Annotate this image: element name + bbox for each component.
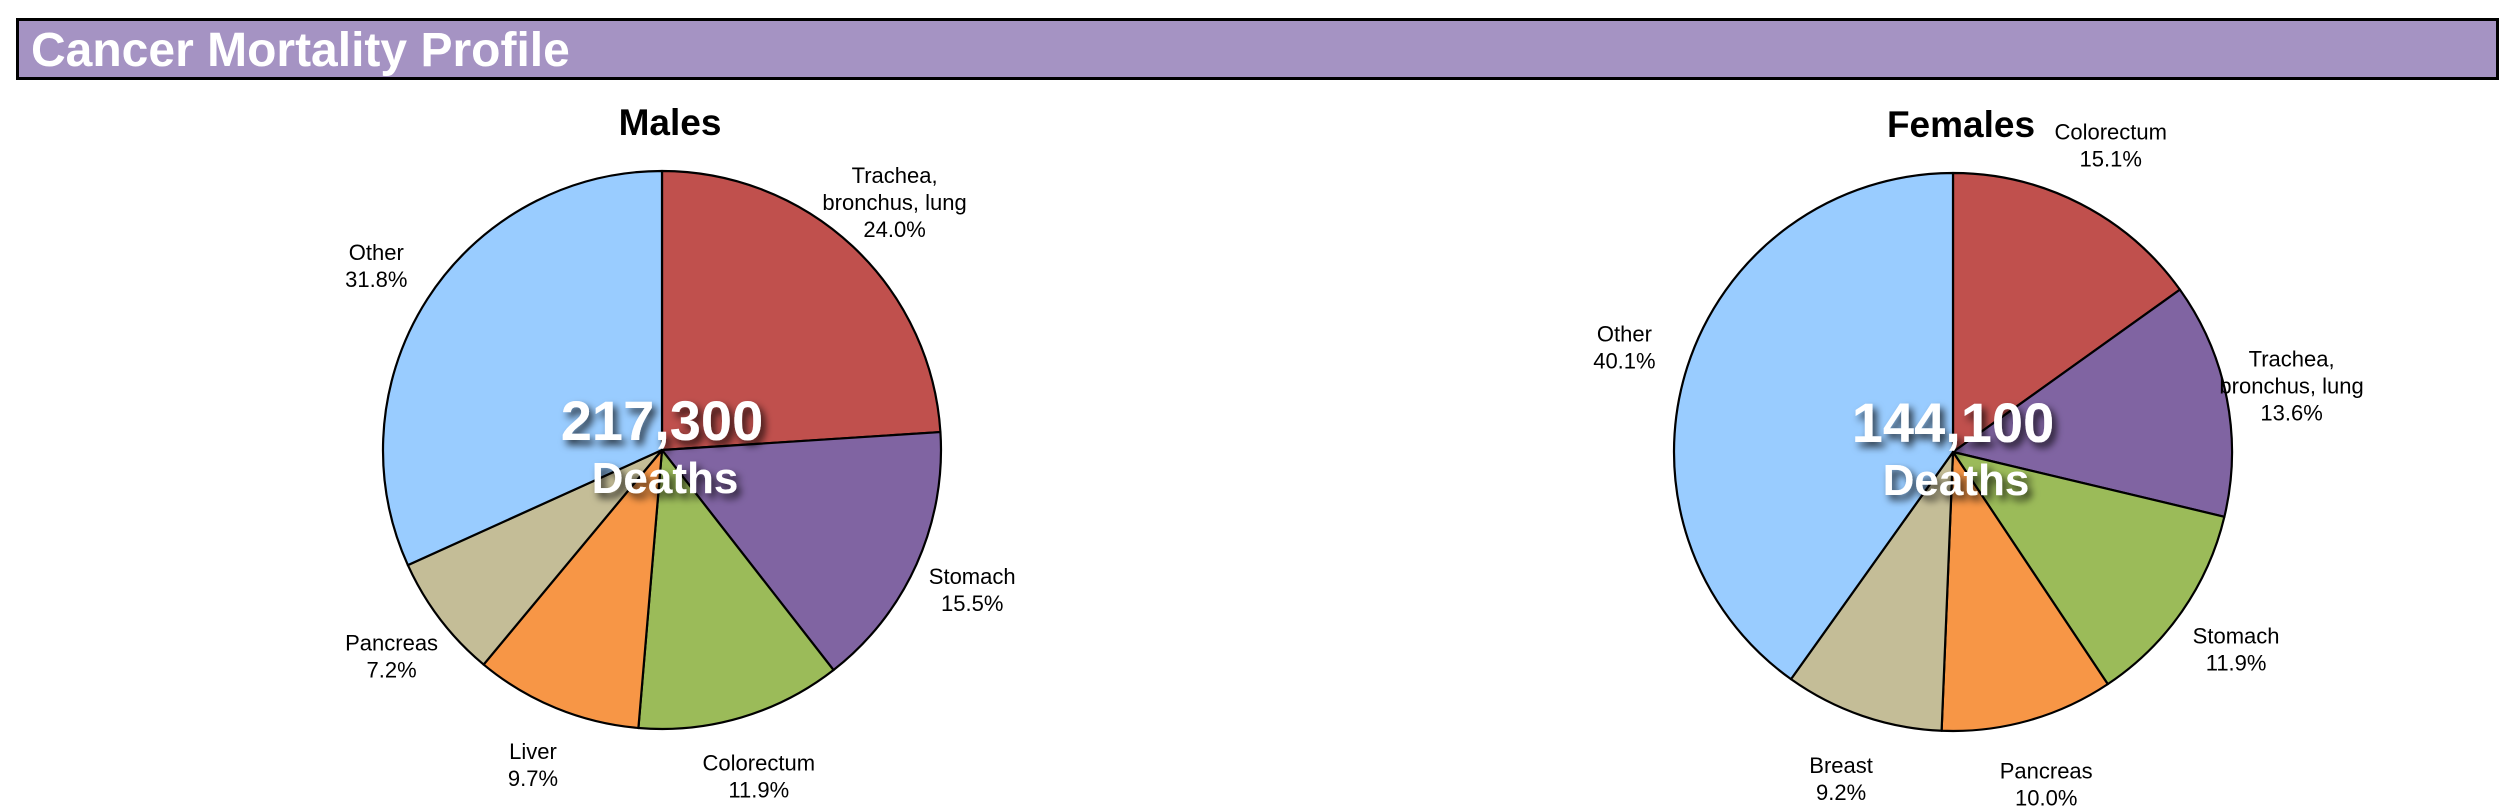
- slice-percent: 40.1%: [1593, 348, 1655, 373]
- slice-name: bronchus, lung: [822, 190, 966, 215]
- page-title: Cancer Mortality Profile: [31, 24, 570, 77]
- slice-name: Stomach: [2193, 624, 2280, 649]
- chart-title: Males: [619, 102, 722, 143]
- pie-slice-liver: [482, 448, 664, 730]
- pie-slice-trachea-bronchus-lung: [660, 169, 942, 452]
- slice-percent: 15.5%: [941, 591, 1003, 616]
- chart-title: Females: [1887, 104, 2035, 145]
- slice-name: Other: [1597, 321, 1652, 346]
- slice-name: Colorectum: [2054, 120, 2166, 145]
- pie-slice-breast: [1789, 450, 1955, 732]
- slice-percent: 7.2%: [367, 658, 417, 683]
- total-deaths-value: 144,100: [1852, 391, 2054, 454]
- slice-name: Pancreas: [2000, 759, 2093, 784]
- pie-slice-colorectum: [637, 448, 835, 731]
- slice-name: bronchus, lung: [2219, 374, 2363, 399]
- header-banner: Cancer Mortality Profile: [16, 18, 2499, 80]
- slice-percent: 10.0%: [2015, 786, 2077, 811]
- slice-percent: 13.6%: [2260, 401, 2322, 426]
- slice-percent: 9.7%: [508, 766, 558, 791]
- pie-slice-colorectum: [1951, 171, 2181, 454]
- pie-slice-trachea-bronchus-lung: [1951, 288, 2234, 518]
- slice-name: Colorectum: [703, 750, 815, 775]
- total-deaths-value: 217,300: [561, 389, 763, 452]
- pie-slice-other: [1672, 171, 1955, 681]
- slice-name: Breast: [1809, 753, 1873, 778]
- slice-percent: 11.9%: [2206, 651, 2267, 676]
- pie-slice-pancreas: [406, 448, 664, 666]
- total-deaths-label: Deaths: [1883, 456, 2030, 505]
- slice-percent: 24.0%: [863, 217, 925, 242]
- slice-name: Trachea,: [852, 163, 938, 188]
- pie-slice-stomach: [1951, 450, 2226, 686]
- slice-name: Stomach: [929, 564, 1016, 589]
- pie-slice-stomach: [660, 430, 943, 672]
- slice-name: Liver: [509, 739, 557, 764]
- slice-name: Pancreas: [345, 631, 438, 656]
- slice-percent: 9.2%: [1816, 780, 1866, 805]
- pie-slice-pancreas: [1940, 450, 2109, 733]
- slice-name: Other: [349, 240, 404, 265]
- total-deaths-label: Deaths: [592, 454, 739, 503]
- slice-percent: 11.9%: [728, 777, 789, 802]
- slice-percent: 15.1%: [2080, 147, 2142, 172]
- pie-slice-other: [381, 169, 664, 567]
- slice-percent: 31.8%: [345, 267, 407, 292]
- slice-name: Trachea,: [2249, 347, 2335, 372]
